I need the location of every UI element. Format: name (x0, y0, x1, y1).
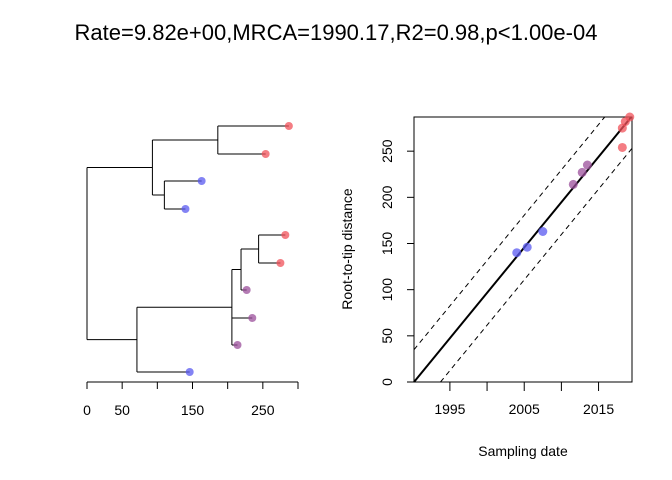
tree-axis-tick-label: 0 (83, 402, 91, 418)
tree-tip-red (261, 150, 270, 158)
y-axis-tick-label: 250 (379, 139, 395, 163)
data-points (512, 112, 635, 258)
upper-bound-line (413, 116, 606, 350)
scatter-point-blue (538, 226, 548, 236)
x-axis-tick-label: 2015 (583, 401, 614, 417)
tree-axis: 0 50 150 250 (83, 381, 299, 418)
tree-tip-red (284, 122, 293, 130)
scatter-point-blue (512, 248, 522, 258)
tree-tip-red (276, 259, 285, 267)
x-axis-label: Sampling date (478, 443, 568, 459)
scatter-point-purple (577, 167, 587, 177)
root-to-tip-plot: 1995 2005 2015 0 50 100 150 200 250 Sampling da… (339, 112, 635, 459)
scatter-point-red (625, 112, 635, 122)
lower-bound-line (440, 148, 633, 383)
regression-line (413, 116, 633, 383)
phylogenetic-tree (86, 122, 293, 376)
plot-frame (413, 116, 633, 383)
scatter-point-purple (568, 179, 578, 189)
tree-tip-blue (197, 177, 206, 185)
y-axis-tick-label: 200 (379, 185, 395, 209)
tree-tip-blue (181, 205, 190, 213)
x-axis: 1995 2005 2015 (434, 382, 614, 417)
scatter-point-purple (582, 160, 592, 170)
scatter-point-blue (522, 242, 532, 252)
regression-lines (413, 116, 633, 383)
tree-tip-blue (185, 368, 194, 376)
y-axis-tick-label: 150 (379, 232, 395, 256)
scatter-point-red (617, 142, 627, 152)
tree-axis-tick-label: 50 (114, 402, 130, 418)
y-axis-tick-label: 50 (379, 328, 395, 344)
y-axis-tick-label: 100 (379, 278, 395, 302)
tree-axis-tick-label: 250 (251, 402, 275, 418)
y-axis: 0 50 100 150 200 250 (379, 139, 414, 386)
x-axis-tick-label: 1995 (434, 401, 465, 417)
tree-tip-red (281, 231, 290, 239)
tree-axis-tick-label: 150 (181, 402, 205, 418)
y-axis-label: Root-to-tip distance (339, 188, 355, 310)
tree-tip-purple (242, 286, 251, 294)
tree-tip-purple (233, 341, 242, 349)
tree-tip-purple (248, 314, 257, 322)
chart-title: Rate=9.82e+00,MRCA=1990.17,R2=0.98,p<1.0… (75, 20, 598, 45)
x-axis-tick-label: 2005 (509, 401, 540, 417)
y-axis-tick-label: 0 (379, 378, 395, 386)
